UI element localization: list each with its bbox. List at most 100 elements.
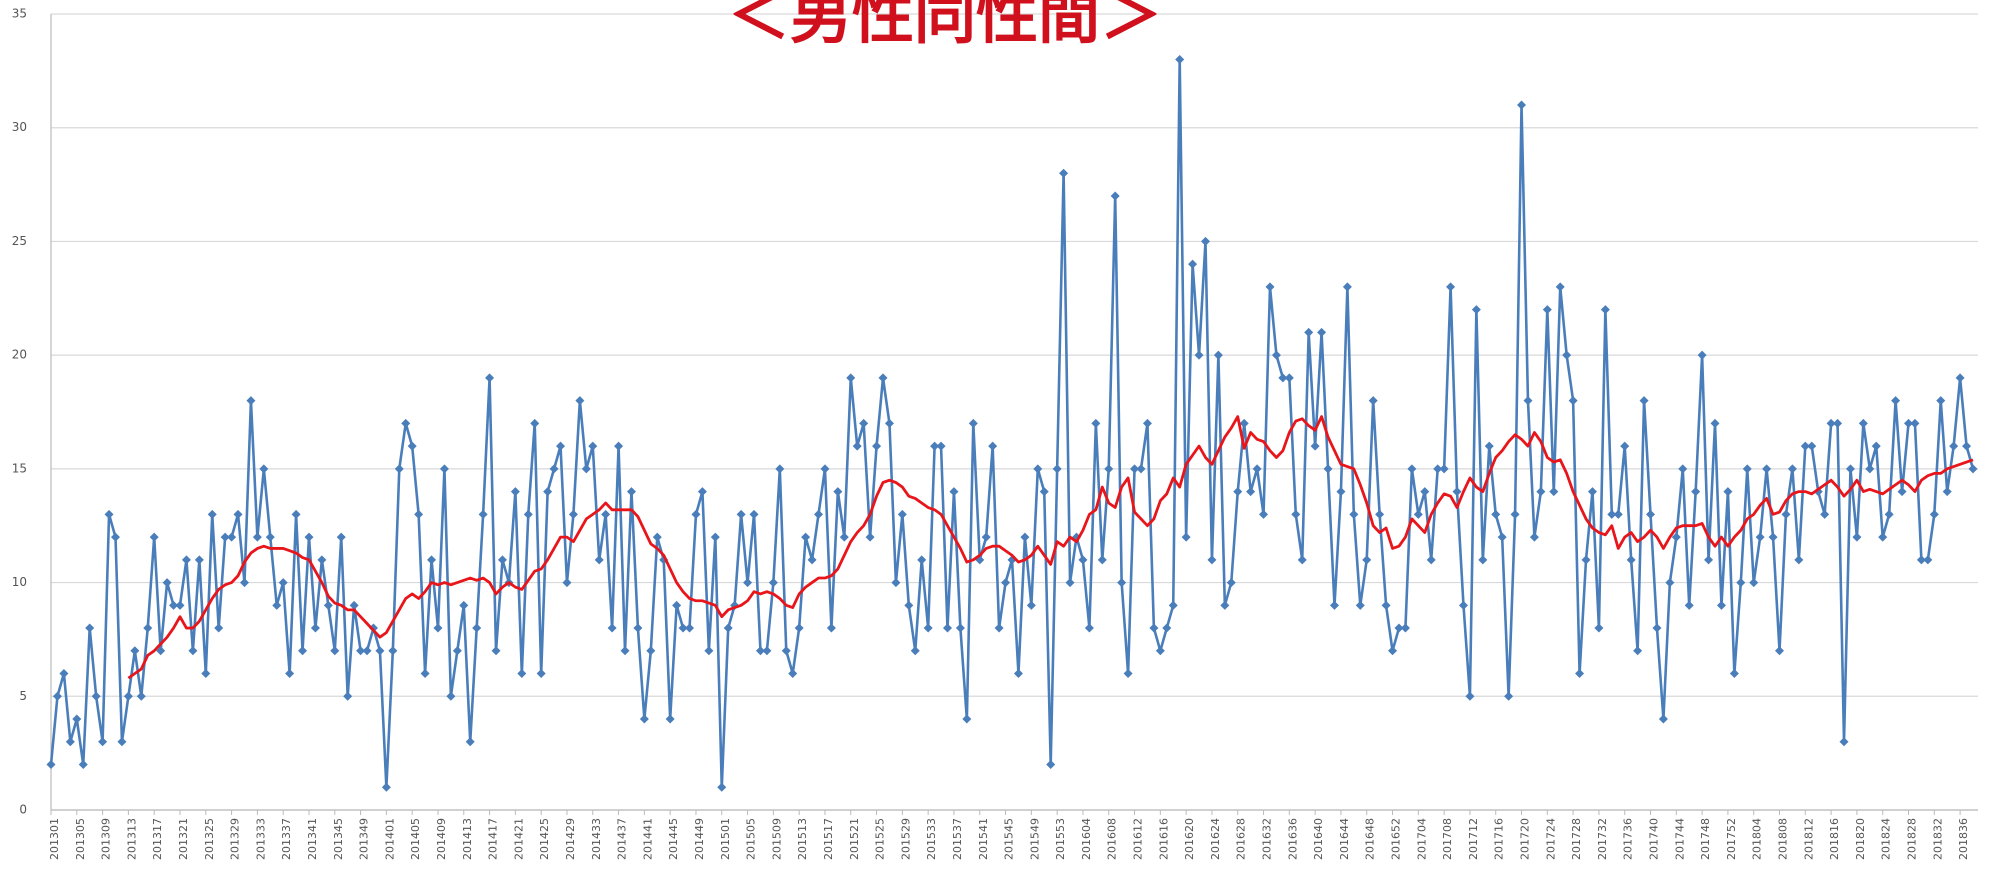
data-point (697, 487, 707, 497)
data-point (1084, 623, 1094, 633)
data-point (820, 464, 830, 474)
data-point (368, 623, 378, 633)
data-point (401, 418, 411, 428)
data-point (1278, 373, 1288, 383)
data-point (1020, 532, 1030, 542)
data-point (1065, 578, 1075, 588)
data-point (1420, 487, 1430, 497)
data-point (826, 623, 836, 633)
data-point (723, 623, 733, 633)
data-point (439, 464, 449, 474)
data-point (156, 646, 166, 656)
data-point (1807, 441, 1817, 451)
data-point (123, 691, 133, 701)
x-tick-label: 201545 (1003, 818, 1016, 860)
data-point (1329, 600, 1339, 610)
x-tick-label: 201836 (1957, 818, 1970, 860)
data-point (1388, 646, 1398, 656)
data-point (1504, 691, 1514, 701)
data-point (1904, 418, 1914, 428)
data-point (1394, 623, 1404, 633)
data-point (1310, 441, 1320, 451)
data-point (1587, 487, 1597, 497)
data-point (981, 532, 991, 542)
data-point (1336, 487, 1346, 497)
x-tick-label: 201421 (512, 818, 525, 860)
data-point (85, 623, 95, 633)
data-point (130, 646, 140, 656)
data-point (72, 714, 82, 724)
data-point (1800, 441, 1810, 451)
data-point (1433, 464, 1443, 474)
data-point (652, 532, 662, 542)
x-tick-label: 201337 (280, 818, 293, 860)
x-tick-label: 201449 (693, 818, 706, 860)
chart-title: ＜男性同性間＞ (728, 0, 1162, 52)
data-point (291, 509, 301, 519)
data-point (665, 714, 675, 724)
data-point (233, 509, 243, 519)
data-point (1865, 464, 1875, 474)
data-point (1523, 396, 1533, 406)
data-point (175, 600, 185, 610)
data-point (1897, 487, 1907, 497)
data-point (620, 646, 630, 656)
x-tick-label: 201313 (125, 818, 138, 860)
data-point (1549, 487, 1559, 497)
data-point (1510, 509, 1520, 519)
data-point (1078, 555, 1088, 565)
data-point (1246, 487, 1256, 497)
x-tick-label: 201720 (1519, 818, 1532, 860)
x-tick-label: 201824 (1880, 818, 1893, 860)
x-tick-label: 201740 (1648, 818, 1661, 860)
data-point (581, 464, 591, 474)
x-tick-label: 201708 (1441, 818, 1454, 860)
data-point (1613, 509, 1623, 519)
data-point (1517, 100, 1527, 110)
data-point (110, 532, 120, 542)
x-tick-label: 201808 (1777, 818, 1790, 860)
data-point (1155, 646, 1165, 656)
data-point (1446, 282, 1456, 292)
x-tick-label: 201732 (1596, 818, 1609, 860)
data-point (852, 441, 862, 451)
data-point (304, 532, 314, 542)
data-point (465, 737, 475, 747)
data-point (65, 737, 75, 747)
data-point (1633, 646, 1643, 656)
data-point (1252, 464, 1262, 474)
data-point (1342, 282, 1352, 292)
data-point (1142, 418, 1152, 428)
data-point (1484, 441, 1494, 451)
data-point (549, 464, 559, 474)
data-point (1658, 714, 1668, 724)
data-point (1568, 396, 1578, 406)
data-point (510, 487, 520, 497)
data-point (407, 441, 417, 451)
data-point (1284, 373, 1294, 383)
data-point (865, 532, 875, 542)
x-tick-label: 201537 (951, 818, 964, 860)
data-point (1259, 509, 1269, 519)
data-point (904, 600, 914, 610)
data-point (1600, 305, 1610, 315)
data-point (1452, 487, 1462, 497)
data-point (1620, 441, 1630, 451)
data-point (1716, 600, 1726, 610)
data-point (768, 578, 778, 588)
data-point (1923, 555, 1933, 565)
data-point (1033, 464, 1043, 474)
data-point (988, 441, 998, 451)
data-point (1742, 464, 1752, 474)
data-point (446, 691, 456, 701)
data-point (201, 669, 211, 679)
data-point (1439, 464, 1449, 474)
data-point (1529, 532, 1539, 542)
data-point (362, 646, 372, 656)
data-point (814, 509, 824, 519)
data-point (349, 600, 359, 610)
data-point (1207, 555, 1217, 565)
data-point (968, 418, 978, 428)
data-point (207, 509, 217, 519)
